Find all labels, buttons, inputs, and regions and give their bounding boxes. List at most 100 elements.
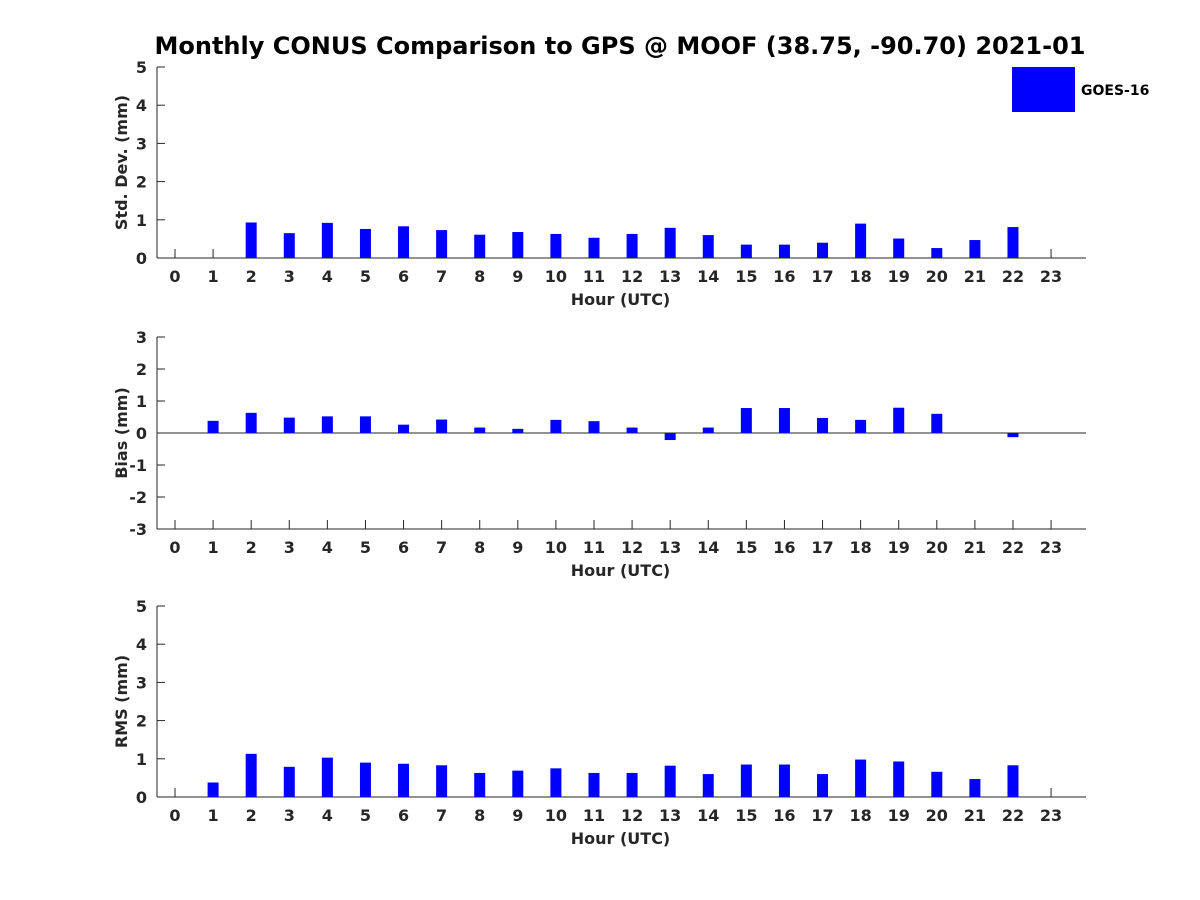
x-tick-label: 12 bbox=[621, 267, 643, 286]
bar-hour-1 bbox=[207, 782, 219, 797]
bar-hour-16 bbox=[778, 244, 790, 258]
y-tick-label: -3 bbox=[129, 520, 147, 539]
bar-hour-6 bbox=[398, 763, 410, 797]
bar-hour-13 bbox=[664, 227, 676, 258]
x-tick-label: 13 bbox=[659, 538, 681, 557]
x-axis-label: Hour (UTC) bbox=[571, 829, 671, 848]
y-axis-label: Std. Dev. (mm) bbox=[112, 95, 131, 230]
x-tick-label: 20 bbox=[926, 538, 948, 557]
bar-hour-18 bbox=[855, 759, 867, 797]
bar-hour-4 bbox=[321, 222, 333, 258]
x-tick-label: 7 bbox=[436, 538, 447, 557]
x-tick-label: 6 bbox=[398, 538, 409, 557]
bar-hour-5 bbox=[359, 228, 371, 258]
x-tick-label: 4 bbox=[322, 267, 333, 286]
x-tick-label: 0 bbox=[169, 806, 180, 825]
x-tick-label: 7 bbox=[436, 806, 447, 825]
bar-hour-11 bbox=[588, 772, 600, 797]
bar-hour-12 bbox=[626, 233, 638, 258]
x-tick-label: 10 bbox=[545, 806, 567, 825]
y-tick-label: 5 bbox=[136, 597, 147, 616]
x-tick-label: 5 bbox=[360, 806, 371, 825]
x-tick-label: 11 bbox=[583, 267, 605, 286]
bar-hour-2 bbox=[245, 753, 257, 797]
y-axis-label: Bias (mm) bbox=[112, 387, 131, 479]
x-tick-label: 6 bbox=[398, 267, 409, 286]
bar-hour-10 bbox=[550, 419, 562, 433]
y-tick-label: 0 bbox=[136, 249, 147, 268]
bar-hour-21 bbox=[969, 779, 981, 797]
y-tick-label: 1 bbox=[136, 750, 147, 769]
x-tick-label: 19 bbox=[888, 267, 910, 286]
bar-hour-16 bbox=[778, 764, 790, 797]
legend-swatch bbox=[1012, 67, 1075, 112]
x-axis-label: Hour (UTC) bbox=[571, 290, 671, 309]
bar-hour-13 bbox=[664, 765, 676, 797]
y-tick-label: 1 bbox=[136, 392, 147, 411]
bar-hour-19 bbox=[893, 407, 905, 433]
x-tick-label: 18 bbox=[849, 267, 871, 286]
x-tick-label: 9 bbox=[512, 267, 523, 286]
x-tick-label: 19 bbox=[888, 806, 910, 825]
bar-hour-17 bbox=[817, 417, 829, 433]
x-tick-label: 15 bbox=[735, 267, 757, 286]
y-tick-label: 5 bbox=[136, 58, 147, 77]
x-axis-label: Hour (UTC) bbox=[571, 561, 671, 580]
y-tick-label: 0 bbox=[136, 424, 147, 443]
y-tick-label: 3 bbox=[136, 673, 147, 692]
bar-hour-18 bbox=[855, 223, 867, 258]
x-tick-label: 12 bbox=[621, 538, 643, 557]
y-tick-label: 2 bbox=[136, 173, 147, 192]
x-tick-label: 21 bbox=[964, 267, 986, 286]
bar-hour-13 bbox=[664, 433, 676, 441]
x-tick-label: 1 bbox=[208, 267, 219, 286]
x-tick-label: 4 bbox=[322, 538, 333, 557]
x-tick-label: 14 bbox=[697, 806, 719, 825]
x-tick-label: 23 bbox=[1040, 538, 1062, 557]
bar-hour-3 bbox=[283, 766, 295, 797]
y-tick-label: 1 bbox=[136, 211, 147, 230]
x-tick-label: 9 bbox=[512, 538, 523, 557]
bar-hour-9 bbox=[512, 428, 524, 433]
chart-title: Monthly CONUS Comparison to GPS @ MOOF (… bbox=[155, 32, 1086, 60]
x-tick-label: 2 bbox=[246, 267, 257, 286]
bar-hour-1 bbox=[207, 420, 219, 433]
x-tick-label: 21 bbox=[964, 538, 986, 557]
x-tick-label: 4 bbox=[322, 806, 333, 825]
bar-hour-15 bbox=[740, 244, 752, 258]
x-tick-label: 18 bbox=[849, 806, 871, 825]
bar-hour-10 bbox=[550, 233, 562, 258]
y-axis-label: RMS (mm) bbox=[112, 655, 131, 748]
x-tick-label: 22 bbox=[1002, 267, 1024, 286]
bar-hour-12 bbox=[626, 427, 638, 433]
x-tick-label: 13 bbox=[659, 267, 681, 286]
bar-hour-8 bbox=[474, 234, 486, 258]
bar-hour-15 bbox=[740, 408, 752, 433]
x-tick-label: 3 bbox=[284, 806, 295, 825]
y-tick-label: 3 bbox=[136, 328, 147, 347]
bar-hour-5 bbox=[359, 762, 371, 797]
bar-hour-16 bbox=[778, 408, 790, 433]
bar-hour-14 bbox=[702, 774, 714, 797]
x-tick-label: 2 bbox=[246, 538, 257, 557]
bar-hour-15 bbox=[740, 764, 752, 797]
x-tick-label: 6 bbox=[398, 806, 409, 825]
y-tick-label: -1 bbox=[129, 456, 147, 475]
x-tick-label: 16 bbox=[773, 806, 795, 825]
x-tick-label: 1 bbox=[208, 538, 219, 557]
bar-hour-17 bbox=[817, 242, 829, 258]
bar-hour-9 bbox=[512, 232, 524, 258]
x-tick-label: 10 bbox=[545, 538, 567, 557]
bar-hour-6 bbox=[398, 424, 410, 433]
x-tick-label: 1 bbox=[208, 806, 219, 825]
bar-hour-9 bbox=[512, 770, 524, 797]
bar-hour-11 bbox=[588, 421, 600, 433]
bar-hour-4 bbox=[321, 757, 333, 797]
x-tick-label: 17 bbox=[811, 538, 833, 557]
x-tick-label: 3 bbox=[284, 538, 295, 557]
bar-hour-8 bbox=[474, 772, 486, 797]
bar-hour-22 bbox=[1007, 765, 1019, 797]
